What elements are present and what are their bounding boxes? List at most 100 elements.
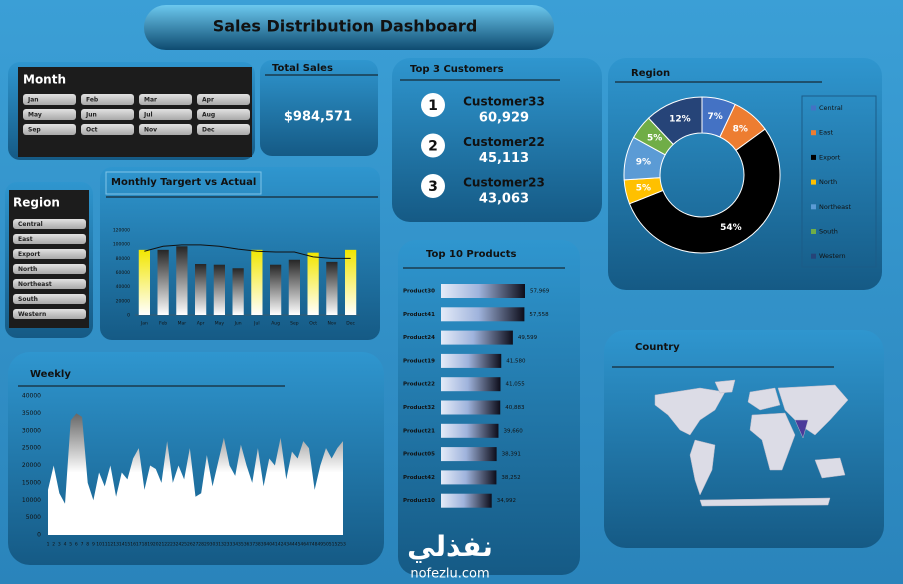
slicer-item[interactable]: Apr <box>202 97 214 104</box>
slicer-button[interactable] <box>13 264 86 274</box>
slicer-button[interactable] <box>197 124 250 135</box>
bar <box>213 264 225 315</box>
legend-label: Central <box>819 104 843 112</box>
slicer-button[interactable] <box>81 109 134 120</box>
slicer-item[interactable]: North <box>18 266 37 273</box>
kpi-value: $984,571 <box>284 110 352 125</box>
legend-swatch <box>811 154 816 160</box>
donut-slice <box>647 96 703 146</box>
data-label: 5% <box>636 184 651 194</box>
slicer-item[interactable]: Aug <box>202 112 215 119</box>
slicer-button[interactable] <box>23 124 76 135</box>
y-tick-label: 10000 <box>22 497 41 504</box>
rank: 2 <box>428 139 438 155</box>
slicer-item[interactable]: East <box>18 236 33 243</box>
slicer-item[interactable]: Jun <box>85 112 97 119</box>
bar <box>441 423 499 438</box>
continent <box>699 497 831 507</box>
x-tick-label: 46 <box>300 542 306 548</box>
bar <box>176 246 188 315</box>
bar <box>441 353 502 368</box>
slicer-item[interactable]: Nov <box>144 127 157 134</box>
card-title: Top 3 Customers <box>410 64 504 75</box>
slicer-item[interactable]: Sep <box>28 127 41 134</box>
slicer-button[interactable] <box>13 294 86 304</box>
continent <box>689 439 716 496</box>
x-tick-label: 14 <box>119 542 125 548</box>
slicer-button[interactable] <box>197 94 250 105</box>
slicer-item[interactable]: Oct <box>86 127 98 134</box>
data-label: 49,599 <box>518 335 538 341</box>
slicer-item[interactable]: Jan <box>27 97 39 104</box>
legend-label: Northeast <box>819 203 852 211</box>
slicer-button[interactable] <box>23 109 76 120</box>
x-tick-label: 43 <box>283 542 289 548</box>
slicer-item[interactable]: Central <box>18 221 43 228</box>
y-tick-label: 30000 <box>22 427 41 434</box>
card <box>260 60 378 156</box>
slicer-button[interactable] <box>81 124 134 135</box>
y-tick-label: 5000 <box>26 514 41 521</box>
customer-value: 43,063 <box>479 192 529 207</box>
slicer-button[interactable] <box>197 109 250 120</box>
slicer-button[interactable] <box>13 234 86 244</box>
legend-label: East <box>819 129 833 137</box>
x-tick-label: May <box>215 321 225 327</box>
bar <box>326 261 338 315</box>
x-tick-label: 25 <box>181 542 187 548</box>
slicer-item[interactable]: Feb <box>86 97 99 104</box>
slicer-item[interactable]: Mar <box>144 97 157 104</box>
customer-list: 1 Customer33 60,929 2 Customer22 45,113 3 Custo… <box>421 93 545 207</box>
continent <box>654 387 726 436</box>
y-tick-label: 80000 <box>116 256 130 262</box>
data-label: 5% <box>647 134 662 144</box>
x-tick-label: 34 <box>232 542 238 548</box>
slicer-item[interactable]: Northeast <box>18 281 52 288</box>
data-label: 54% <box>720 223 742 233</box>
y-tick-label: Product21 <box>403 428 435 434</box>
slicer-button[interactable] <box>139 124 192 135</box>
y-tick-label: 40000 <box>22 393 41 400</box>
y-tick-label: 60000 <box>116 270 130 276</box>
slicer-item[interactable]: South <box>18 296 38 303</box>
legend-swatch <box>811 105 816 111</box>
x-tick-label: 2 <box>52 542 55 548</box>
x-tick-label: 15 <box>125 542 131 548</box>
slicer-button[interactable] <box>139 109 192 120</box>
slicer-button[interactable] <box>23 94 76 105</box>
slicer-button[interactable] <box>81 94 134 105</box>
chart-title: Monthly Targert vs Actual <box>111 177 256 188</box>
x-tick-label: 6 <box>75 542 78 548</box>
slicer-button[interactable] <box>13 249 86 259</box>
slicer-button[interactable] <box>13 219 86 229</box>
slicer-item[interactable]: Western <box>18 311 46 318</box>
x-tick-label: 42 <box>278 542 284 548</box>
y-tick-label: 0 <box>127 313 130 319</box>
x-tick-label: 38 <box>255 542 261 548</box>
slicer-button[interactable] <box>139 94 192 105</box>
dashboard-title: Sales Distribution Dashboard <box>213 17 478 36</box>
customer-name: Customer33 <box>463 95 545 109</box>
watermark: نفذلي <box>407 530 493 563</box>
slicer-button[interactable] <box>13 309 86 319</box>
title-box <box>105 171 262 195</box>
slicer-button[interactable] <box>13 279 86 289</box>
card-title: Country <box>635 342 680 353</box>
data-label: 41,055 <box>505 382 525 388</box>
legend-label: Export <box>819 153 841 161</box>
slicer-item[interactable]: Dec <box>202 127 215 134</box>
slicer-item[interactable]: May <box>28 112 42 119</box>
highlighted-country <box>794 419 809 439</box>
bar <box>441 284 525 298</box>
legend-label: Western <box>819 252 846 260</box>
legend-swatch <box>811 204 816 210</box>
x-tick-label: Feb <box>159 321 167 327</box>
x-tick-label: 33 <box>227 542 233 548</box>
slicer-item[interactable]: Export <box>18 251 40 258</box>
y-tick-label: Product42 <box>403 475 435 481</box>
x-tick-label: 27 <box>193 542 199 548</box>
slicer-item[interactable]: Jul <box>143 112 153 119</box>
x-tick-label: 37 <box>249 542 255 548</box>
bar <box>441 307 525 322</box>
